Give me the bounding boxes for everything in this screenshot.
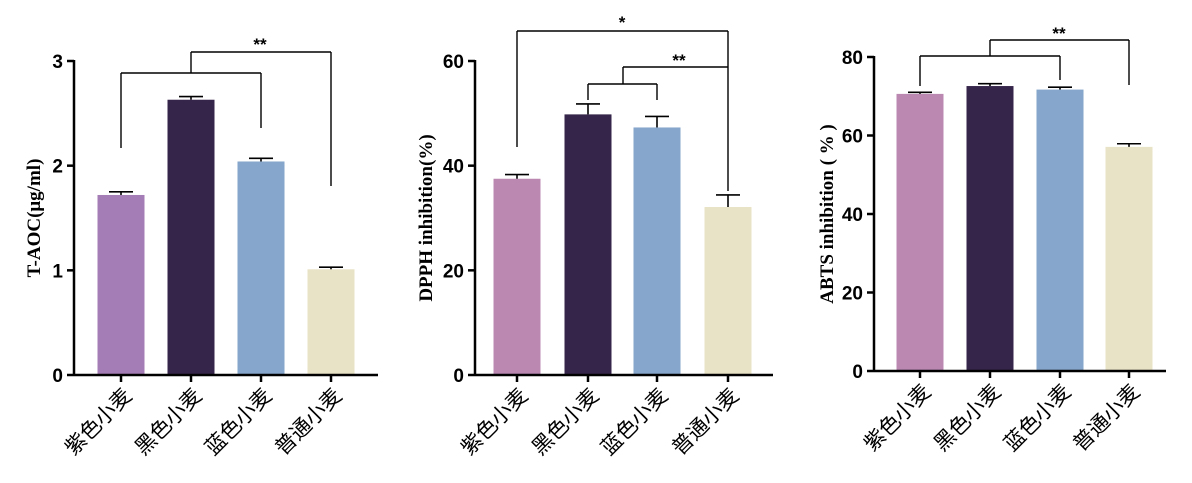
y-tick-label: 20 bbox=[842, 284, 863, 305]
category-label: 紫色小麦 bbox=[60, 384, 136, 460]
y-tick-label: 0 bbox=[852, 362, 863, 383]
y-tick-label: 3 bbox=[52, 52, 63, 73]
bar bbox=[237, 161, 285, 375]
y-axis-title: T-AOC(μg/ml) bbox=[24, 159, 45, 278]
significance-label: ** bbox=[672, 51, 686, 70]
bar bbox=[97, 194, 145, 375]
bar bbox=[1105, 146, 1153, 371]
bar bbox=[493, 178, 541, 375]
y-tick-label: 0 bbox=[52, 366, 63, 387]
category-label: 普通小麦 bbox=[270, 384, 346, 460]
y-axis-title: DPPH inhibition(%) bbox=[416, 134, 437, 301]
bar bbox=[1036, 89, 1084, 371]
bar bbox=[633, 127, 681, 375]
category-label: 蓝色小麦 bbox=[200, 384, 276, 460]
y-tick-label: 2 bbox=[52, 157, 63, 178]
y-tick-label: 80 bbox=[842, 48, 863, 69]
category-label: 蓝色小麦 bbox=[999, 380, 1075, 456]
y-tick-label: 1 bbox=[52, 261, 63, 282]
y-tick-label: 40 bbox=[842, 205, 863, 226]
y-tick-label: 60 bbox=[443, 52, 464, 73]
bar bbox=[966, 86, 1014, 372]
category-label: 黑色小麦 bbox=[527, 384, 603, 460]
y-tick-label: 20 bbox=[443, 261, 464, 282]
category-label: 蓝色小麦 bbox=[596, 384, 672, 460]
significance-label: ** bbox=[1052, 24, 1066, 43]
bar bbox=[896, 93, 944, 372]
bar bbox=[704, 207, 752, 375]
y-axis-title: ABTS inhibition ( % ) bbox=[817, 124, 838, 304]
category-label: 普通小麦 bbox=[1068, 380, 1144, 456]
category-label: 黑色小麦 bbox=[130, 384, 206, 460]
category-label: 紫色小麦 bbox=[456, 384, 532, 460]
significance-label: ** bbox=[253, 35, 267, 54]
category-label: 黑色小麦 bbox=[929, 380, 1005, 456]
y-tick-label: 40 bbox=[443, 157, 464, 178]
significance-label: * bbox=[619, 13, 626, 32]
bar bbox=[307, 269, 355, 375]
y-tick-label: 60 bbox=[842, 127, 863, 148]
bar bbox=[564, 114, 612, 375]
bar bbox=[167, 99, 215, 375]
category-label: 紫色小麦 bbox=[859, 380, 935, 456]
y-tick-label: 0 bbox=[453, 366, 464, 387]
category-label: 普通小麦 bbox=[667, 384, 743, 460]
